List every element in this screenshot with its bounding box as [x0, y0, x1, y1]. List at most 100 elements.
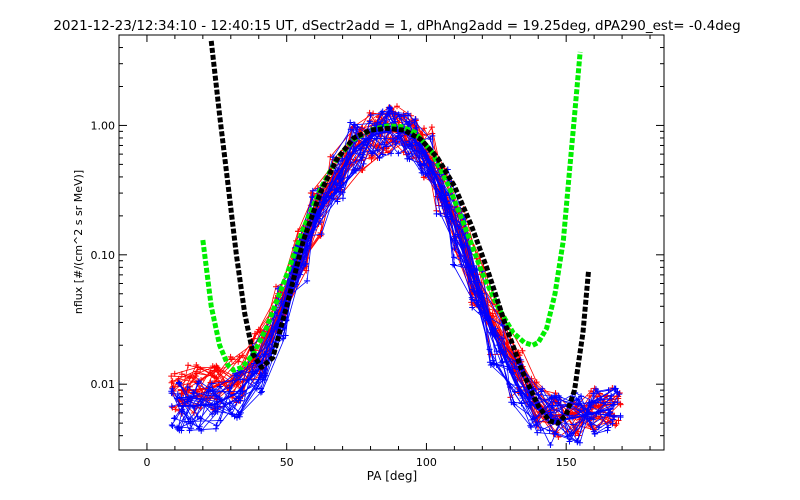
- x-axis-label: PA [deg]: [367, 469, 417, 483]
- data-point-marker: [612, 385, 619, 392]
- data-point-marker: [195, 378, 202, 385]
- data-point-marker: [549, 402, 556, 409]
- data-point-marker: [197, 415, 204, 422]
- data-point-marker: [394, 103, 401, 110]
- data-point-marker: [171, 415, 178, 422]
- data-point-marker: [186, 374, 193, 381]
- data-point-marker: [573, 396, 580, 403]
- data-point-marker: [590, 416, 597, 423]
- data-point-marker: [168, 403, 175, 410]
- data-point-marker: [302, 260, 309, 267]
- data-point-marker: [586, 392, 593, 399]
- x-tick-label: 100: [416, 456, 437, 469]
- data-point-marker: [566, 438, 573, 445]
- data-point-marker: [534, 429, 541, 436]
- data-point-marker: [609, 402, 616, 409]
- data-point-marker: [237, 397, 244, 404]
- data-point-marker: [194, 380, 201, 387]
- data-point-marker: [339, 195, 346, 202]
- data-point-marker: [226, 400, 233, 407]
- data-point-marker: [360, 160, 367, 167]
- data-point-marker: [347, 126, 354, 133]
- x-tick-label: 150: [556, 456, 577, 469]
- data-point-marker: [416, 153, 423, 160]
- data-point-marker: [405, 121, 412, 128]
- data-point-marker: [439, 203, 446, 210]
- data-point-marker: [429, 132, 436, 139]
- data-point-marker: [533, 379, 540, 386]
- data-point-marker: [236, 413, 243, 420]
- data-point-marker: [395, 150, 402, 157]
- data-point-marker: [594, 388, 601, 395]
- data-point-marker: [389, 135, 396, 142]
- data-point-marker: [168, 390, 175, 397]
- data-point-marker: [227, 353, 234, 360]
- data-point-marker: [379, 151, 386, 158]
- measurement-trace: [176, 111, 615, 435]
- data-point-marker: [367, 112, 374, 119]
- data-point-marker: [451, 262, 458, 269]
- data-point-marker: [604, 427, 611, 434]
- data-point-marker: [255, 326, 262, 333]
- data-point-marker: [351, 121, 358, 128]
- data-point-marker: [180, 394, 187, 401]
- data-point-marker: [546, 427, 553, 434]
- data-point-marker: [469, 296, 476, 303]
- data-point-marker: [257, 389, 264, 396]
- data-point-marker: [412, 116, 419, 123]
- measurement-trace: [170, 129, 615, 443]
- data-point-marker: [334, 166, 341, 173]
- data-point-marker: [236, 353, 243, 360]
- data-point-marker: [333, 181, 340, 188]
- data-point-marker: [169, 422, 176, 429]
- data-point-marker: [386, 105, 393, 112]
- data-point-marker: [421, 160, 428, 167]
- data-point-marker: [608, 395, 615, 402]
- data-point-marker: [421, 174, 428, 181]
- data-point-marker: [347, 119, 354, 126]
- data-point-marker: [605, 424, 612, 431]
- data-point-marker: [184, 383, 191, 390]
- data-point-marker: [171, 414, 178, 421]
- data-point-marker: [586, 415, 593, 422]
- measurement-trace: [177, 112, 619, 433]
- measurement-series-1: [168, 104, 624, 449]
- data-point-marker: [185, 362, 192, 369]
- data-point-marker: [617, 414, 624, 421]
- measurement-trace: [181, 127, 612, 434]
- data-point-marker: [304, 277, 311, 284]
- y-axis-label: nflux [#/(cm^2 s sr MeV)]: [72, 170, 85, 314]
- data-point-marker: [606, 410, 613, 417]
- data-point-marker: [186, 394, 193, 401]
- data-point-marker: [176, 427, 183, 434]
- x-tick-label: 0: [143, 456, 150, 469]
- plot-data: [168, 40, 624, 449]
- data-point-marker: [172, 406, 179, 413]
- measurement-trace: [171, 114, 616, 437]
- data-point-marker: [437, 210, 444, 217]
- data-point-marker: [374, 147, 381, 154]
- data-point-marker: [487, 362, 494, 369]
- data-point-marker: [506, 381, 513, 388]
- data-point-marker: [209, 386, 216, 393]
- data-point-marker: [214, 403, 221, 410]
- data-point-marker: [411, 119, 418, 126]
- data-point-marker: [511, 363, 518, 370]
- data-point-marker: [356, 145, 363, 152]
- data-point-marker: [605, 387, 612, 394]
- data-point-marker: [318, 231, 325, 238]
- x-tick-label: 50: [280, 456, 294, 469]
- data-point-marker: [611, 401, 618, 408]
- data-point-marker: [281, 325, 288, 332]
- data-point-marker: [474, 279, 481, 286]
- measurement-trace: [171, 112, 619, 419]
- data-point-marker: [469, 304, 476, 311]
- data-point-marker: [192, 373, 199, 380]
- data-point-marker: [340, 182, 347, 189]
- data-point-marker: [614, 399, 621, 406]
- data-point-marker: [615, 417, 622, 424]
- measurement-trace: [179, 113, 621, 421]
- data-point-marker: [388, 150, 395, 157]
- measurement-mean-line: [177, 129, 614, 422]
- data-point-marker: [422, 171, 429, 178]
